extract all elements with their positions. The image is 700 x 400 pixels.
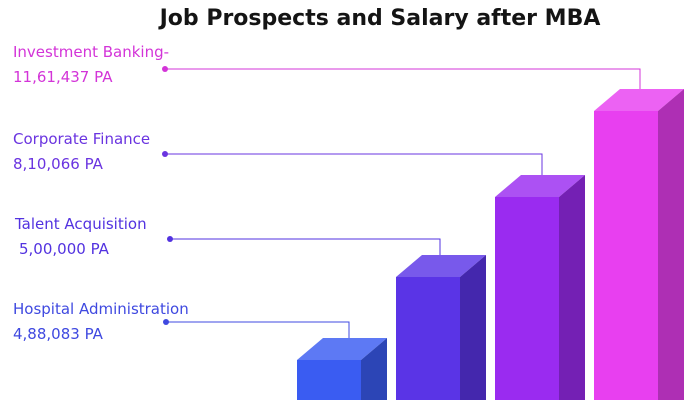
bar [297,360,361,400]
value-label: 8,10,066 PA [13,155,103,173]
leader-dot [162,66,168,72]
bar-side [559,175,585,400]
bar-top [297,338,387,360]
category-label: Hospital Administration [13,300,189,318]
bar-top [495,175,585,197]
category-label: Investment Banking- [13,43,170,61]
value-label: 11,61,437 PA [13,68,113,86]
leader-dot [167,236,173,242]
leader-dot [163,319,169,325]
leader-dot [162,151,168,157]
leader-line [165,68,641,100]
leader-line [165,153,543,186]
category-label: Corporate Finance [13,130,151,148]
bar [396,277,460,400]
bar-side [361,338,387,400]
chart-title: Job Prospects and Salary after MBA [159,6,601,31]
bar [495,197,559,400]
bar-top [594,89,684,111]
value-label: 4,88,083 PA [13,325,103,343]
value-label: 5,00,000 PA [19,240,109,258]
bar [594,111,658,400]
bar-side [658,89,684,400]
leader-line [170,238,441,266]
category-label: Talent Acquisition [15,215,147,233]
bar-side [460,255,486,400]
bar-top [396,255,486,277]
